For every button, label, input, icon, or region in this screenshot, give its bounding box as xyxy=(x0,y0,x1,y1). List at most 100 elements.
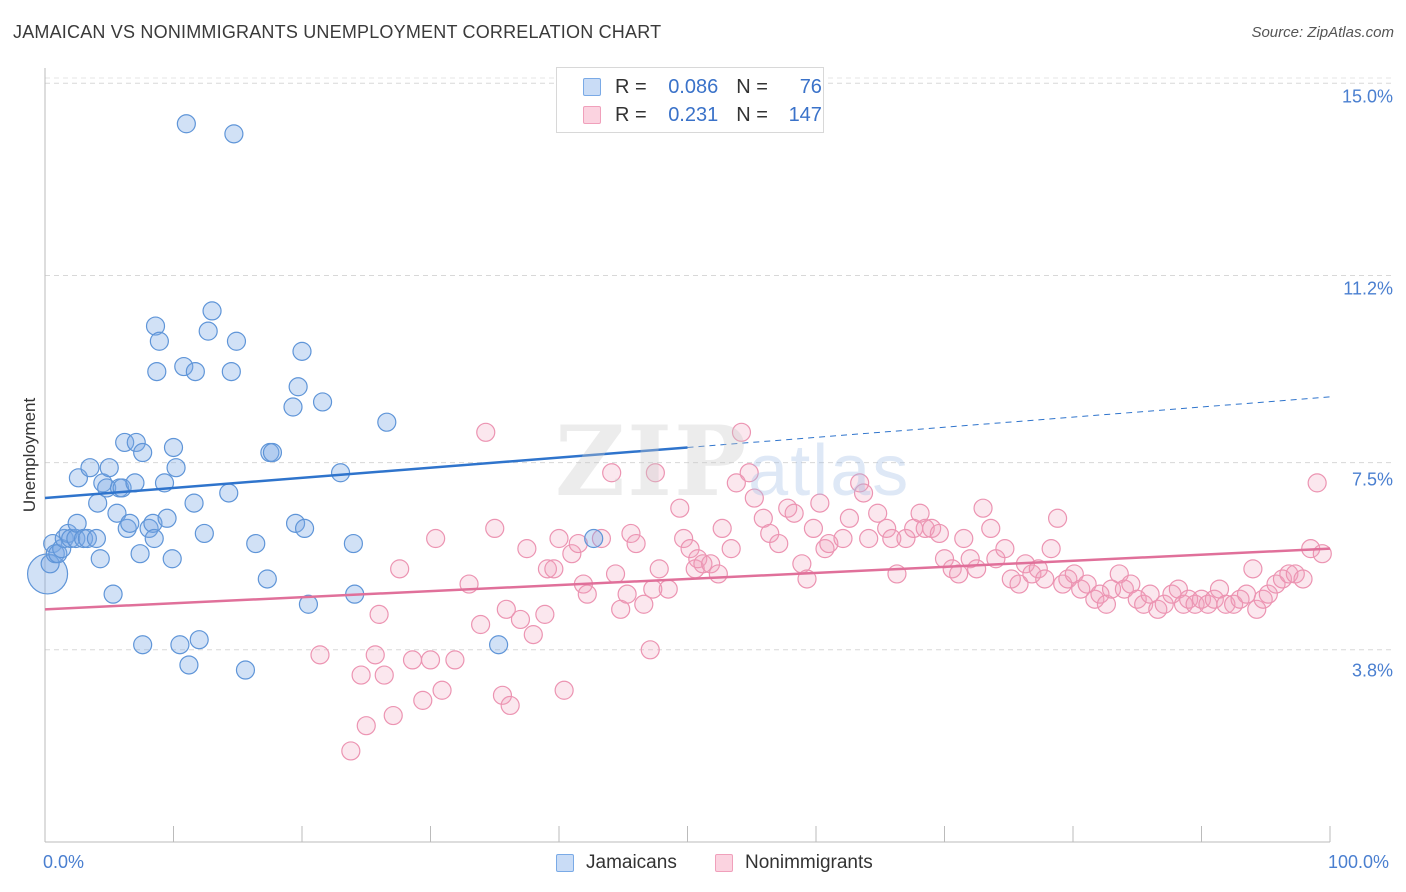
nonimmigrants-point xyxy=(535,604,555,624)
y-tick-label: 11.2% xyxy=(1343,278,1393,299)
nonimmigrants-point xyxy=(680,539,700,559)
nonimmigrants-point xyxy=(1022,564,1042,584)
nonimmigrants-point xyxy=(708,564,728,584)
nonimmigrants-point xyxy=(960,549,980,569)
jamaicans-point xyxy=(219,483,239,503)
jamaicans-point xyxy=(157,508,177,528)
r-value: 0.231 xyxy=(668,103,719,126)
nonimmigrants-point xyxy=(1224,594,1244,614)
jamaicans-point xyxy=(107,503,127,523)
nonimmigrants-trend-line xyxy=(44,547,1331,611)
nonimmigrants-point xyxy=(803,518,824,539)
nonimmigrants-point xyxy=(420,650,441,670)
legend-item-nonimmigrants[interactable]: Nonimmigrants xyxy=(715,852,873,874)
stats-legend: R = 0.086 N = 76 R = 0.231 N = 147 xyxy=(556,67,824,133)
jamaicans-point xyxy=(184,493,204,513)
y-tick-label: 7.5% xyxy=(1351,469,1393,490)
jamaicans-point xyxy=(145,316,166,336)
jamaicans-point xyxy=(99,458,119,478)
nonimmigrants-point xyxy=(868,503,888,523)
nonimmigrants-point xyxy=(554,680,574,700)
nonimmigrants-point xyxy=(670,498,690,518)
jamaicans-point xyxy=(162,549,182,569)
nonimmigrants-point xyxy=(1041,539,1061,559)
jamaicans-point xyxy=(224,124,244,144)
jamaicans-point xyxy=(133,442,153,463)
jamaicans-point xyxy=(115,432,135,453)
nonimmigrants-point xyxy=(369,604,389,624)
nonimmigrants-point xyxy=(577,584,597,604)
nonimmigrants-point xyxy=(693,554,713,574)
nonimmigrants-point xyxy=(769,533,789,554)
nonimmigrants-point xyxy=(896,528,916,549)
nonimmigrants-point xyxy=(549,528,569,549)
nonimmigrants-point xyxy=(853,483,874,503)
nonimmigrants-point xyxy=(1134,594,1154,614)
legend-item-jamaicans[interactable]: Jamaicans xyxy=(556,852,677,874)
y-axis-label: Unemployment xyxy=(20,397,39,513)
nonimmigrants-point xyxy=(674,528,694,549)
nonimmigrants-point xyxy=(374,665,394,685)
nonimmigrants-point xyxy=(310,645,330,665)
jamaicans-point xyxy=(120,513,140,533)
nonimmigrants-point xyxy=(626,533,646,554)
nonimmigrants-point xyxy=(1047,508,1068,528)
nonimmigrants-point xyxy=(850,473,870,493)
nonimmigrants-point xyxy=(910,503,930,523)
nonimmigrants-point xyxy=(634,594,654,614)
jamaicans-point xyxy=(257,569,277,589)
legend-swatch-jamaicans xyxy=(583,78,601,96)
nonimmigrants-point xyxy=(859,528,879,549)
nonimmigrants-point xyxy=(365,645,385,665)
nonimmigrants-point xyxy=(1090,584,1110,604)
nonimmigrants-point xyxy=(640,640,660,660)
nonimmigrants-point xyxy=(731,422,752,442)
jamaicans-point xyxy=(179,655,199,675)
nonimmigrants-point xyxy=(537,559,558,579)
nonimmigrants-point xyxy=(981,518,1001,539)
jamaicans-point xyxy=(144,528,164,549)
nonimmigrants-point xyxy=(605,564,626,584)
y-tick-label: 15.0% xyxy=(1341,86,1393,107)
jamaicans-point xyxy=(80,458,100,478)
n-value: 76 xyxy=(799,75,822,98)
legend-row-nonimmigrants: R = 0.231 N = 147 xyxy=(557,100,822,130)
jamaicans-point xyxy=(174,356,194,377)
jamaicans-point xyxy=(66,528,86,549)
nonimmigrants-point xyxy=(432,680,452,700)
jamaicans-point xyxy=(147,362,167,382)
nonimmigrants-point xyxy=(621,523,641,544)
nonimmigrants-point xyxy=(973,498,993,518)
series-legend: Jamaicans Nonimmigrants xyxy=(0,852,1406,876)
nonimmigrants-point xyxy=(602,463,622,483)
jamaicans-point xyxy=(103,584,123,604)
jamaicans-point xyxy=(288,377,308,397)
jamaicans-point xyxy=(298,594,319,614)
nonimmigrants-point xyxy=(1258,584,1278,604)
nonimmigrants-point xyxy=(1266,574,1286,594)
jamaicans-point xyxy=(90,549,110,569)
jamaicans-point xyxy=(125,473,145,493)
nonimmigrants-point xyxy=(1140,584,1160,604)
nonimmigrants-point xyxy=(544,559,564,579)
jamaicans-point xyxy=(170,635,190,655)
watermark: ZIPatlas xyxy=(555,405,911,518)
nonimmigrants-point xyxy=(942,559,962,579)
nonimmigrants-point xyxy=(1154,594,1174,614)
jamaicans-point xyxy=(246,533,266,554)
jamaicans-point xyxy=(86,528,107,549)
r-value: 0.086 xyxy=(668,75,719,98)
nonimmigrants-point xyxy=(954,528,974,549)
nonimmigrants-point xyxy=(1114,579,1135,599)
jamaicans-point xyxy=(117,518,137,539)
jamaicans-point xyxy=(194,523,214,544)
nonimmigrants-point xyxy=(1168,579,1188,599)
nonimmigrants-point xyxy=(1028,559,1048,579)
jamaicans-trend-line xyxy=(44,446,688,500)
jamaicans-point xyxy=(163,437,184,458)
nonimmigrants-point xyxy=(523,625,543,645)
jamaicans-point xyxy=(176,114,196,134)
nonimmigrants-point xyxy=(778,498,798,518)
nonimmigrants-point xyxy=(784,503,804,523)
nonimmigrants-point xyxy=(591,528,612,549)
